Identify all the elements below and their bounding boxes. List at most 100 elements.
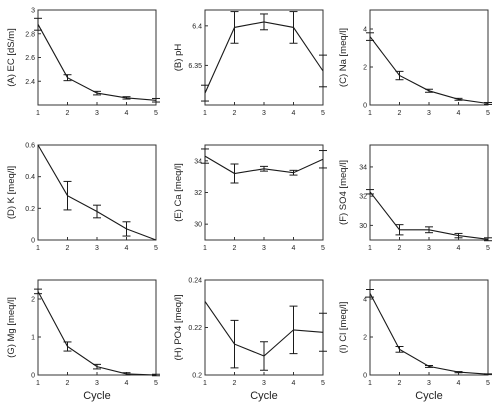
x-tick-label: 1 bbox=[36, 380, 40, 387]
x-tick-label: 4 bbox=[292, 110, 296, 117]
x-tick-label: 3 bbox=[427, 110, 431, 117]
series-line bbox=[369, 36, 489, 105]
error-bar bbox=[152, 373, 160, 377]
x-tick-label: 4 bbox=[457, 110, 461, 117]
error-bar bbox=[230, 319, 239, 369]
x-tick-label: 5 bbox=[154, 245, 158, 252]
x-tick-label: 3 bbox=[427, 380, 431, 387]
error-bar bbox=[122, 96, 131, 100]
error-bar bbox=[230, 11, 239, 44]
y-tick-label: 0.22 bbox=[188, 325, 202, 332]
y-axis-label: (G) Mg [meq/l] bbox=[6, 297, 17, 358]
error-bar bbox=[366, 32, 374, 41]
y-tick-label: 30 bbox=[359, 223, 367, 230]
x-tick-label: 4 bbox=[457, 245, 461, 252]
y-tick-label: 2.4 bbox=[25, 79, 35, 86]
x-tick-label: 3 bbox=[95, 245, 99, 252]
error-bar bbox=[366, 289, 374, 298]
x-tick-label: 4 bbox=[292, 380, 296, 387]
error-bar bbox=[425, 88, 433, 93]
y-tick-label: 0.2 bbox=[192, 373, 202, 380]
error-bar bbox=[289, 305, 298, 355]
x-tick-label: 1 bbox=[203, 110, 207, 117]
y-axis-label: (E) Ca [meq/l] bbox=[173, 163, 184, 222]
y-tick-label: 2 bbox=[363, 335, 367, 342]
y-tick-label: 0.2 bbox=[25, 206, 35, 213]
x-tick-label: 5 bbox=[321, 110, 325, 117]
x-tick-label: 3 bbox=[95, 110, 99, 117]
error-bar bbox=[260, 341, 268, 371]
panel-8: 1 2 3 4 5 0.2 0.22 0.24 (H) PO4 [meq/l] Cycle bbox=[173, 278, 327, 402]
x-tick-label: 3 bbox=[262, 110, 266, 117]
error-bar bbox=[260, 165, 268, 172]
x-tick-label: 4 bbox=[125, 245, 129, 252]
error-bar bbox=[366, 189, 374, 195]
y-tick-label: 3 bbox=[31, 8, 35, 15]
panel-4: 1 2 3 4 5 0 0.2 0.4 0.6 (D) K [meq/l] bbox=[6, 143, 158, 253]
x-tick-label: 5 bbox=[486, 380, 490, 387]
x-tick-label: 5 bbox=[486, 110, 490, 117]
error-bar bbox=[425, 365, 433, 368]
x-tick-label: 1 bbox=[368, 245, 372, 252]
x-tick-label: 2 bbox=[398, 380, 402, 387]
y-tick-label: 0 bbox=[31, 238, 35, 245]
error-bar bbox=[319, 312, 327, 352]
y-tick-label: 30 bbox=[194, 222, 202, 229]
x-tick-label: 4 bbox=[125, 110, 129, 117]
error-bar bbox=[34, 17, 42, 31]
y-tick-label: 4 bbox=[363, 27, 367, 34]
x-tick-label: 2 bbox=[233, 110, 237, 117]
x-tick-label: 2 bbox=[66, 380, 70, 387]
error-bar bbox=[201, 84, 209, 102]
error-bar bbox=[319, 150, 327, 169]
plot-frame bbox=[37, 144, 157, 241]
error-bar bbox=[395, 224, 404, 236]
x-tick-label: 3 bbox=[95, 380, 99, 387]
error-bar bbox=[93, 90, 101, 96]
series-line bbox=[37, 291, 157, 376]
y-axis-label: (D) K [meq/l] bbox=[6, 166, 17, 219]
y-tick-label: 0.6 bbox=[25, 143, 35, 150]
error-bar bbox=[484, 102, 492, 105]
error-bar bbox=[63, 180, 72, 211]
error-bar bbox=[289, 169, 298, 176]
y-tick-label: 0.4 bbox=[25, 174, 35, 181]
y-axis-label: (I) Cl [meq/l] bbox=[338, 302, 349, 354]
y-tick-label: 32 bbox=[359, 194, 367, 201]
x-tick-label: 4 bbox=[457, 380, 461, 387]
y-tick-label: 0 bbox=[363, 373, 367, 380]
x-tick-label: 5 bbox=[321, 380, 325, 387]
y-tick-label: 1 bbox=[31, 335, 35, 342]
y-axis-label: (H) PO4 [meq/l] bbox=[173, 295, 184, 361]
error-bar bbox=[395, 346, 404, 353]
error-bar bbox=[63, 74, 72, 82]
y-tick-label: 6.4 bbox=[192, 23, 202, 30]
error-bar bbox=[122, 372, 131, 376]
plot-frame bbox=[369, 144, 489, 241]
x-tick-label: 2 bbox=[66, 245, 70, 252]
error-bar bbox=[63, 341, 72, 352]
error-bar bbox=[93, 363, 101, 370]
x-tick-label: 3 bbox=[427, 245, 431, 252]
panel-1: 1 2 3 4 5 2.4 2.6 2.8 3 (A) EC [dS/m] bbox=[6, 8, 160, 117]
y-tick-label: 32 bbox=[194, 190, 202, 197]
panel-3: 1 2 3 4 5 0 2 4 (C) Na [meq/l] bbox=[338, 9, 492, 117]
error-bar bbox=[319, 54, 327, 88]
y-tick-label: 0 bbox=[31, 373, 35, 380]
x-tick-label: 2 bbox=[66, 110, 70, 117]
y-axis-label: (A) EC [dS/m] bbox=[6, 28, 17, 87]
error-bar bbox=[34, 288, 42, 295]
x-tick-label: 2 bbox=[233, 245, 237, 252]
x-axis-label: Cycle bbox=[415, 390, 443, 402]
plot-frame bbox=[37, 9, 157, 106]
y-axis-label: (F) SO4 [meq/l] bbox=[338, 160, 349, 225]
y-tick-label: 34 bbox=[359, 164, 367, 171]
error-bar bbox=[454, 232, 463, 239]
x-tick-label: 2 bbox=[398, 245, 402, 252]
x-axis-label: Cycle bbox=[83, 390, 111, 402]
plot-frame bbox=[204, 144, 324, 241]
x-tick-label: 4 bbox=[292, 245, 296, 252]
